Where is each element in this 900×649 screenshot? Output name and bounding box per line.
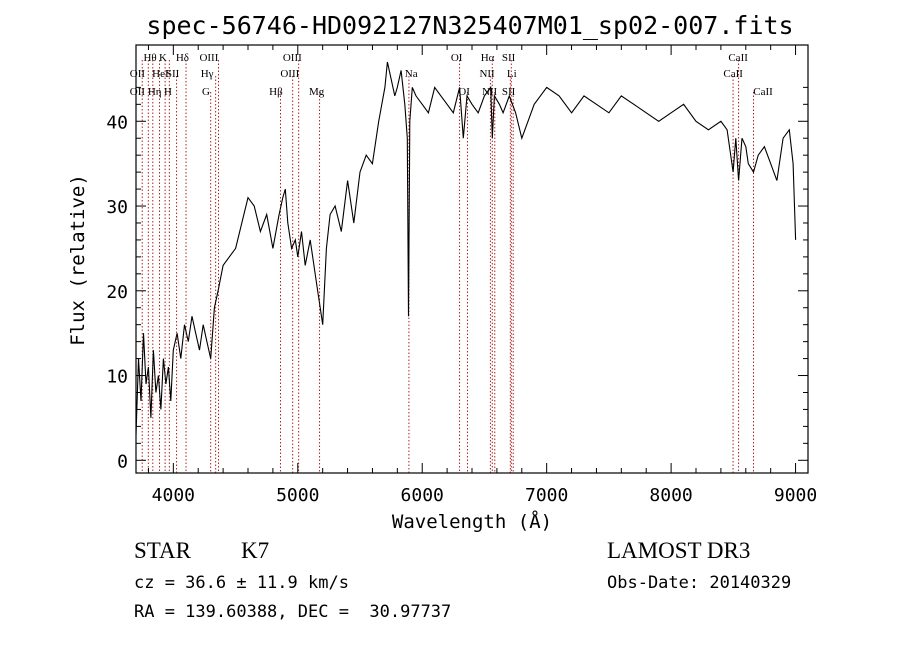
plot-frame	[135, 44, 809, 474]
line-label: OII	[130, 68, 146, 80]
x-tick-label: 4000	[152, 485, 195, 506]
line-label: NII	[479, 68, 495, 80]
line-label: OI	[458, 86, 470, 98]
y-tick-label: 20	[106, 282, 128, 303]
object-class: STAR	[134, 538, 191, 563]
y-tick-label: 0	[117, 451, 128, 472]
line-label: G	[202, 86, 210, 98]
x-tick-label: 9000	[774, 485, 817, 506]
survey-name: LAMOST DR3	[607, 538, 751, 563]
chart-title: spec-56746-HD092127N325407M01_sp02-007.f…	[146, 11, 793, 40]
line-label: SII	[166, 68, 180, 80]
line-label: Li	[507, 68, 517, 80]
line-label: OIII	[199, 52, 218, 64]
x-tick-label: 7000	[525, 485, 568, 506]
line-label: OIII	[283, 52, 302, 64]
y-axis-label: Flux (relative)	[67, 174, 89, 346]
x-tick-label: 5000	[276, 485, 319, 506]
line-label: OII	[130, 86, 146, 98]
line-label: K	[159, 52, 167, 64]
spectrum-line	[135, 61, 797, 435]
x-axis-label: Wavelength (Å)	[392, 510, 552, 533]
line-label: H	[164, 86, 172, 98]
x-axis: 4000 5000 6000 7000 8000 9000	[147, 45, 817, 506]
line-label: CaII	[753, 86, 773, 98]
object-subclass: K7	[241, 538, 270, 563]
line-label: SII	[502, 86, 516, 98]
line-label: OIII	[280, 68, 299, 80]
redshift-info: cz = 36.6 ± 11.9 km/s	[134, 573, 349, 593]
line-label: NII	[482, 86, 498, 98]
line-label: Hγ	[201, 68, 214, 80]
line-label: Hα	[481, 52, 495, 64]
line-label: HeI	[152, 68, 169, 80]
coordinates: RA = 139.60388, DEC = 30.97737	[134, 602, 452, 622]
y-tick-label: 40	[106, 112, 128, 133]
line-label: Hθ	[143, 52, 156, 64]
x-tick-label: 8000	[649, 485, 692, 506]
line-label: OI	[451, 52, 463, 64]
observation-date: Obs-Date: 20140329	[607, 573, 792, 593]
line-label: Hη	[148, 86, 162, 98]
line-label: Mg	[309, 86, 325, 98]
y-axis: 0 10 20 30 40	[106, 86, 808, 472]
line-label: Hβ	[269, 86, 283, 98]
x-tick-label: 6000	[401, 485, 444, 506]
y-tick-label: 30	[106, 197, 128, 218]
line-label: SII	[502, 52, 516, 64]
y-tick-label: 10	[106, 367, 128, 388]
line-label: Hδ	[176, 52, 189, 64]
line-label: Na	[405, 68, 418, 80]
line-label: CaII	[723, 68, 743, 80]
line-label: CaII	[728, 52, 748, 64]
line-markers	[141, 60, 754, 473]
